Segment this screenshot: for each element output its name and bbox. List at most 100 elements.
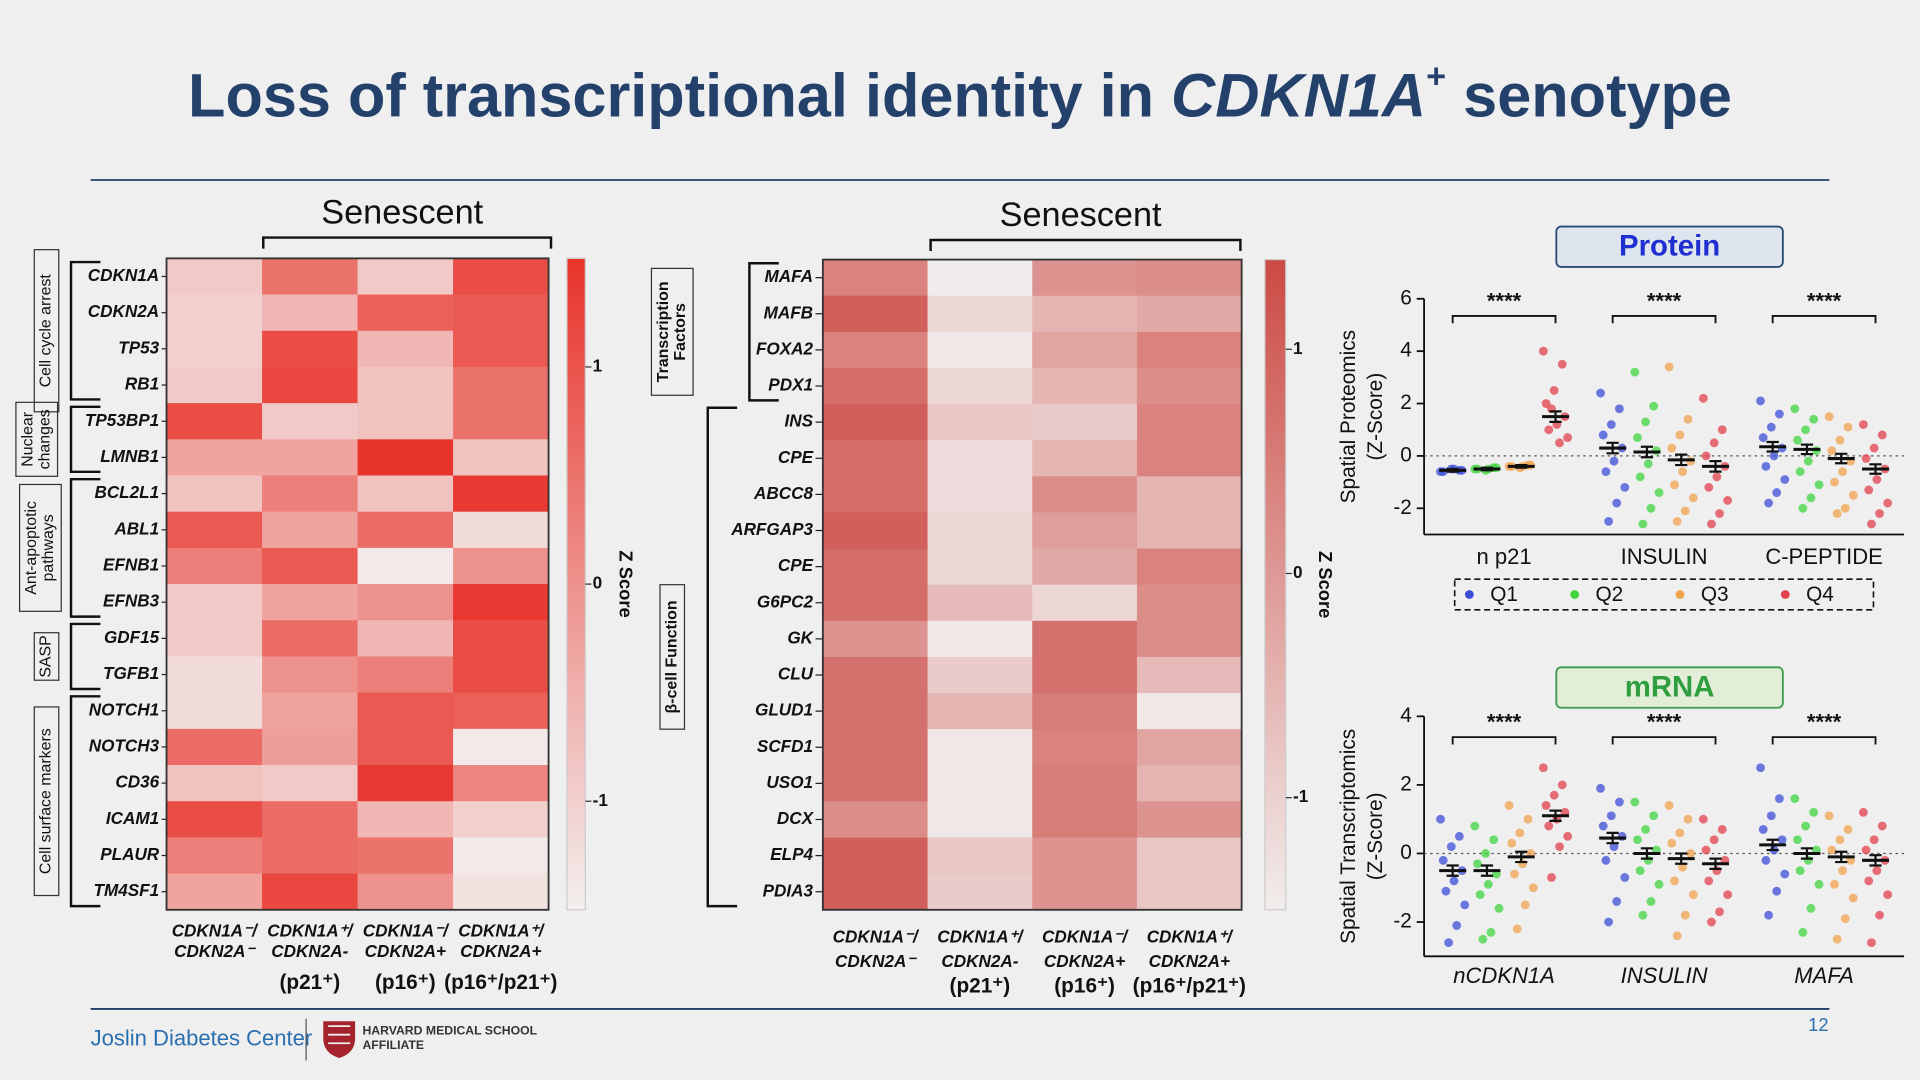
data-point <box>1633 835 1642 845</box>
gene-label: PDIA3 <box>763 880 814 900</box>
heatmap-cell <box>262 873 359 911</box>
heatmap-cell <box>927 440 1033 478</box>
data-point <box>1827 446 1837 456</box>
data-point <box>1701 845 1711 855</box>
colorbar-label: Z Score <box>1315 551 1336 618</box>
data-point <box>1840 503 1850 513</box>
data-point <box>1803 456 1813 466</box>
data-point <box>1654 488 1664 497</box>
data-point <box>1475 890 1485 900</box>
data-point <box>1620 482 1630 492</box>
gene-label: ELP4 <box>770 844 813 864</box>
column-label: CDKN1A⁻/ <box>833 926 920 946</box>
data-point <box>1867 519 1876 529</box>
data-point <box>1483 879 1493 889</box>
gene-label: PLAUR <box>100 844 160 864</box>
group-label: Ant-apoptotic pathways <box>18 483 62 612</box>
heatmap-cell <box>822 729 929 767</box>
gene-label: INS <box>784 411 813 431</box>
gene-label: ABCC8 <box>753 483 813 503</box>
y-tick-label: 4 <box>1400 339 1412 362</box>
significance-label: **** <box>1807 710 1842 735</box>
data-point <box>1715 907 1724 917</box>
title-text: Loss of transcriptional identity in <box>188 62 1171 130</box>
heatmap-cell <box>1032 656 1138 694</box>
group-label-box <box>33 632 60 681</box>
group-label-text: Ant-apoptotic <box>23 501 40 595</box>
data-point <box>1848 490 1858 500</box>
senescent-label: Senescent <box>321 193 483 231</box>
legend-label: Q1 <box>1490 583 1518 606</box>
heatmap-cell <box>357 547 454 585</box>
column-tag: (p21⁺) <box>950 974 1011 997</box>
colorbar-tick-label: 0 <box>1293 562 1303 582</box>
data-point <box>1470 821 1480 831</box>
data-point <box>1686 849 1696 858</box>
heatmap-cell <box>453 837 550 875</box>
data-point <box>1515 828 1525 838</box>
legend-marker <box>1780 590 1790 599</box>
data-point <box>1777 835 1787 845</box>
footer-affiliation: HARVARD MEDICAL SCHOOL <box>362 1023 537 1037</box>
data-point <box>1563 433 1573 442</box>
colorbar <box>566 257 586 911</box>
colorbar-tick-label: 1 <box>1293 338 1303 358</box>
gene-label: TP53BP1 <box>85 410 159 430</box>
heatmap-cell <box>927 404 1033 441</box>
significance-bracket <box>1611 736 1717 745</box>
data-point <box>1441 886 1451 896</box>
heatmap-cell <box>357 801 454 839</box>
group-label-text: Transcription <box>655 281 672 382</box>
y-tick-label: 6 <box>1400 286 1412 309</box>
error-bar <box>1835 452 1848 465</box>
y-axis-label: Spatial Proteomics <box>1337 330 1360 503</box>
heatmap-cell <box>927 476 1033 514</box>
data-point <box>1838 866 1847 876</box>
heatmap-cell <box>166 258 263 296</box>
heatmap-cell <box>453 366 550 404</box>
heatmap-cell <box>453 475 550 513</box>
data-point <box>1806 903 1816 913</box>
heatmap-cell <box>357 692 454 730</box>
y-axis-label: (Z-Score) <box>1364 792 1387 880</box>
heatmap-cell <box>822 656 929 694</box>
data-point <box>1547 873 1556 882</box>
data-point <box>1672 516 1682 526</box>
data-point <box>1698 814 1708 824</box>
data-point <box>1683 814 1693 824</box>
data-point <box>1869 443 1879 453</box>
data-point <box>1848 893 1858 903</box>
data-point <box>1598 430 1608 440</box>
data-point <box>1830 879 1839 889</box>
heatmap-cell <box>262 330 359 368</box>
x-tick-label: INSULIN <box>1621 963 1708 988</box>
heatmap-cell <box>822 837 929 875</box>
data-point <box>1835 435 1845 445</box>
data-point <box>1801 821 1810 831</box>
x-tick-label: INSULIN <box>1621 544 1708 569</box>
group-label: Transcription Factors <box>650 267 694 396</box>
significance-label: **** <box>1647 288 1682 313</box>
data-point <box>1638 910 1648 920</box>
data-point <box>1643 459 1653 469</box>
data-point <box>1709 438 1719 448</box>
heatmap-cell <box>262 728 359 766</box>
data-point <box>1486 927 1496 937</box>
error-bar <box>1835 850 1848 864</box>
column-label: CDKN1A⁺/ <box>937 926 1024 946</box>
data-point <box>1843 422 1853 432</box>
heatmap-cell <box>453 728 550 766</box>
data-point <box>1481 849 1490 858</box>
gene-label: LMNB1 <box>100 446 159 466</box>
column-tag: (p21⁺) <box>279 971 340 994</box>
gene-label: RB1 <box>125 374 159 394</box>
error-bar <box>1606 441 1619 455</box>
group-label: Nuclear changes <box>15 401 59 477</box>
data-point <box>1830 477 1839 487</box>
data-point <box>1675 828 1685 838</box>
data-point <box>1678 467 1687 477</box>
data-point <box>1638 519 1648 529</box>
gene-label: NOTCH3 <box>89 735 160 755</box>
column-label: CDKN1A⁺/ <box>267 920 354 940</box>
data-point <box>1756 763 1765 773</box>
